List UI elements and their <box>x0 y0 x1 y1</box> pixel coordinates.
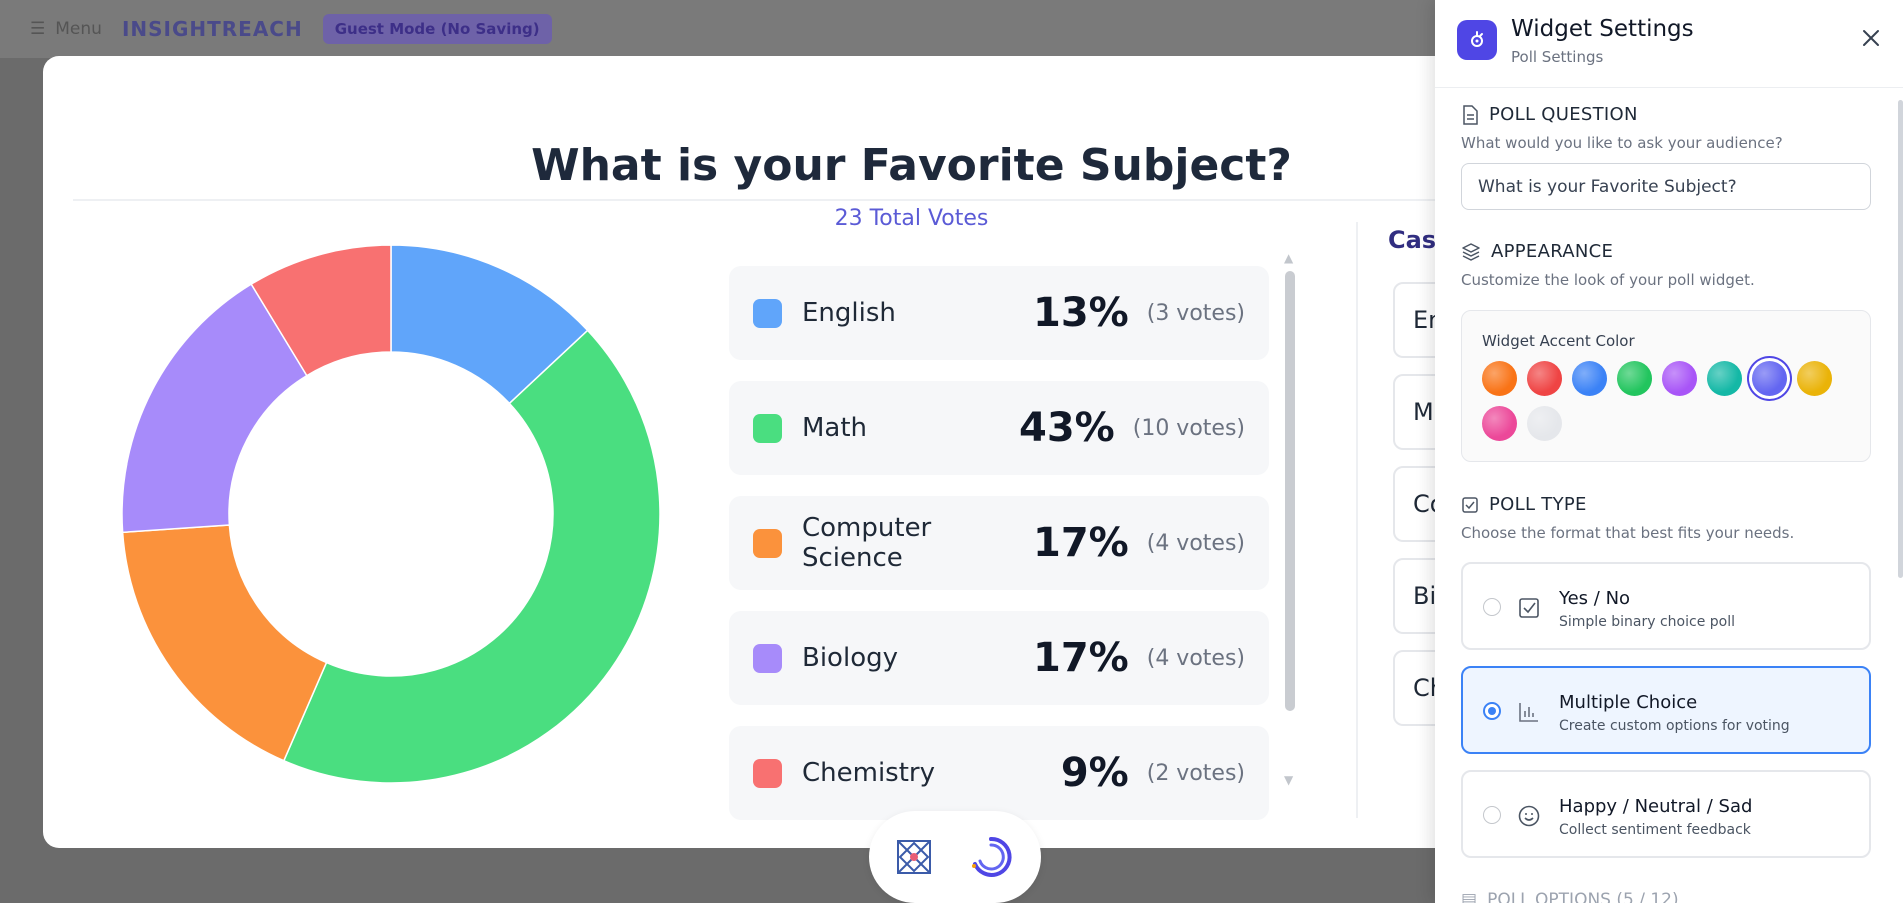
option-votes: (2 votes) <box>1146 760 1245 786</box>
option-votes: (4 votes) <box>1146 530 1245 556</box>
option-percent: 43% <box>1018 405 1115 451</box>
accent-color-swatch[interactable] <box>1617 361 1652 396</box>
menu-label: Menu <box>55 19 102 39</box>
legend-swatch <box>753 528 782 558</box>
list-icon: ▤ <box>1461 890 1478 903</box>
legend-row: Biology 17% (4 votes) <box>729 611 1269 705</box>
accent-color-picker: Widget Accent Color <box>1461 310 1871 462</box>
panel-scrollbar[interactable] <box>1898 100 1903 578</box>
close-icon <box>1863 30 1879 46</box>
accent-color-swatch[interactable] <box>1482 406 1517 441</box>
legend-swatch <box>753 413 782 443</box>
poll-type-description: Choose the format that best fits your ne… <box>1461 524 1795 542</box>
donut-chart <box>121 244 661 784</box>
panel-subtitle: Poll Settings <box>1511 48 1604 66</box>
poll-question-title: POLL QUESTION <box>1489 104 1638 125</box>
smiley-icon <box>1518 805 1540 827</box>
poll-options-title: POLL OPTIONS (5 / 12) <box>1487 890 1679 903</box>
accent-color-swatch[interactable] <box>1662 361 1697 396</box>
accent-color-swatch[interactable] <box>1482 361 1517 396</box>
accent-color-swatch[interactable] <box>1527 361 1562 396</box>
radio-button[interactable] <box>1483 598 1501 616</box>
appearance-heading: APPEARANCE <box>1461 241 1613 262</box>
accent-color-swatch[interactable] <box>1752 361 1787 396</box>
poll-type-label: Yes / No <box>1559 588 1631 609</box>
radio-button[interactable] <box>1483 702 1501 720</box>
legend-row: Math 43% (10 votes) <box>729 381 1269 475</box>
accent-color-swatch[interactable] <box>1527 406 1562 441</box>
accent-color-label: Widget Accent Color <box>1482 332 1635 350</box>
layers-icon <box>1462 242 1480 261</box>
poll-type-desc: Collect sentiment feedback <box>1559 822 1751 838</box>
option-votes: (3 votes) <box>1146 300 1245 326</box>
option-votes: (4 votes) <box>1146 645 1245 671</box>
poll-display-card: What is your Favorite Subject? 23 Total … <box>43 56 1503 848</box>
poll-question-description: What would you like to ask your audience… <box>1461 134 1783 152</box>
accent-color-swatch[interactable] <box>1572 361 1607 396</box>
legend-row: Chemistry 9% (2 votes) <box>729 726 1269 820</box>
appearance-description: Customize the look of your poll widget. <box>1461 271 1755 289</box>
option-label: English <box>802 298 896 328</box>
poll-type-option[interactable]: Yes / No Simple binary choice poll <box>1461 562 1871 650</box>
donut-slice-computer-science[interactable] <box>121 524 328 762</box>
spiral-logo-icon[interactable] <box>968 834 1014 880</box>
legend-swatch <box>753 643 782 673</box>
legend-scrollbar[interactable]: ▲ ▼ <box>1281 251 1299 787</box>
accent-color-swatch[interactable] <box>1707 361 1742 396</box>
panel-header: Widget Settings Poll Settings <box>1435 0 1903 88</box>
poll-type-label: Happy / Neutral / Sad <box>1559 796 1753 817</box>
appearance-title: APPEARANCE <box>1491 241 1614 262</box>
total-votes: 23 Total Votes <box>834 206 989 231</box>
option-label: Biology <box>802 643 898 673</box>
legend-swatch <box>753 298 782 328</box>
widget-icon <box>1457 20 1497 60</box>
panel-title: Widget Settings <box>1511 16 1694 42</box>
poll-options-heading: ▤ POLL OPTIONS (5 / 12) <box>1461 890 1679 903</box>
legend-row: English 13% (3 votes) <box>729 266 1269 360</box>
poll-type-label: Multiple Choice <box>1559 692 1698 713</box>
poll-type-desc: Create custom options for voting <box>1559 718 1790 734</box>
radio-button[interactable] <box>1483 806 1501 824</box>
legend-row: Computer Science 17% (4 votes) <box>729 496 1269 590</box>
widget-settings-panel: Widget Settings Poll Settings POLL QUEST… <box>1435 0 1903 903</box>
hamburger-icon: ☰ <box>30 19 46 39</box>
scroll-up-icon[interactable]: ▲ <box>1284 251 1294 265</box>
document-icon <box>1463 104 1478 125</box>
accent-color-swatch[interactable] <box>1797 361 1832 396</box>
donut-slice-math[interactable] <box>282 329 661 784</box>
checkbox-icon <box>1462 496 1478 513</box>
guest-mode-badge: Guest Mode (No Saving) <box>322 14 552 44</box>
brand-pill <box>869 811 1041 903</box>
poll-type-option[interactable]: Happy / Neutral / Sad Collect sentiment f… <box>1461 770 1871 858</box>
poll-type-heading: POLL TYPE <box>1461 494 1587 515</box>
poll-type-option[interactable]: Multiple Choice Create custom options for… <box>1461 666 1871 754</box>
legend-swatch <box>753 758 782 788</box>
donut-slice-biology[interactable] <box>121 283 308 534</box>
close-button[interactable] <box>1859 26 1883 50</box>
poll-title: What is your Favorite Subject? <box>531 140 1292 191</box>
poll-question-heading: POLL QUESTION <box>1461 104 1638 125</box>
bar-chart-icon <box>1519 703 1538 722</box>
menu-button[interactable]: ☰ Menu <box>30 19 102 39</box>
scroll-down-icon[interactable]: ▼ <box>1284 773 1294 787</box>
results-legend: English 13% (3 votes) Math 43% (10 votes) Comp… <box>729 266 1279 844</box>
poll-type-title: POLL TYPE <box>1489 494 1587 515</box>
pattern-logo-icon[interactable] <box>896 839 932 875</box>
poll-type-desc: Simple binary choice poll <box>1559 614 1735 630</box>
option-percent: 9% <box>1060 750 1129 796</box>
vertical-divider <box>1356 222 1358 818</box>
checkbox-icon <box>1519 598 1539 618</box>
option-label: Math <box>802 413 868 443</box>
option-label: Chemistry <box>802 758 935 788</box>
option-percent: 17% <box>1032 520 1129 566</box>
option-votes: (10 votes) <box>1132 415 1245 441</box>
option-percent: 17% <box>1032 635 1129 681</box>
scroll-thumb[interactable] <box>1285 271 1295 711</box>
header-divider <box>73 199 1493 201</box>
donut-slice-chemistry[interactable] <box>250 244 392 377</box>
poll-question-input[interactable] <box>1461 163 1871 210</box>
app-logo: INSIGHTREACH <box>121 17 303 41</box>
option-label: Computer Science <box>802 513 932 573</box>
option-percent: 13% <box>1032 290 1129 336</box>
